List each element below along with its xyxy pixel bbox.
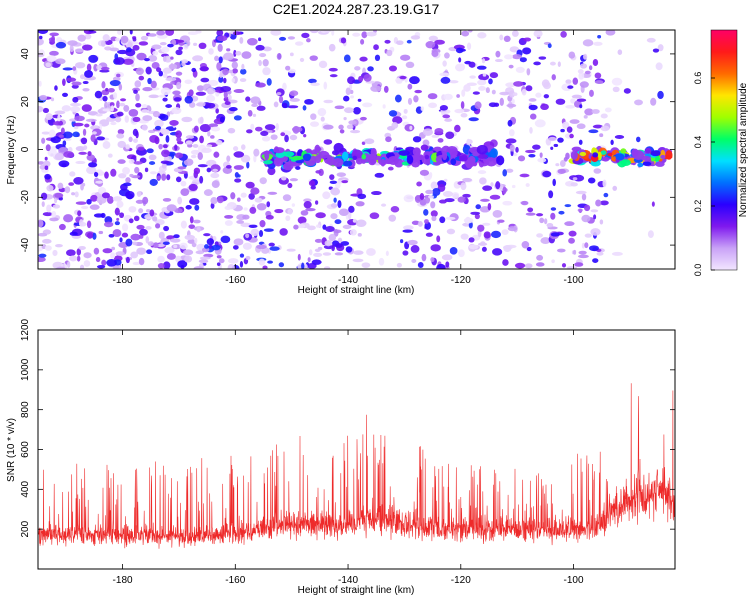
snr-x-tick-label: -100 xyxy=(564,575,584,586)
heatmap-ylabel: Frequency (Hz) xyxy=(6,116,17,185)
snr-x-tick-label: -180 xyxy=(113,575,133,586)
heatmap-x-tick-label: -100 xyxy=(564,275,584,286)
snr-y-tick-label: 600 xyxy=(20,441,31,458)
snr-x-tick-label: -120 xyxy=(451,575,471,586)
heatmap-x-tick-label: -120 xyxy=(451,275,471,286)
snr-series-line xyxy=(38,383,675,549)
snr-y-tick-label: 800 xyxy=(20,401,31,418)
snr-layer xyxy=(38,383,675,549)
colorbar-tick-label: 0.4 xyxy=(693,136,703,149)
snr-ticks: -180 -160 -140 -120 -100 200 400 600 800 1000 1200 xyxy=(20,318,675,586)
snr-y-tick-label: 1200 xyxy=(20,318,31,341)
heatmap-x-tick-label: -180 xyxy=(113,275,133,286)
snr-y-tick-label: 200 xyxy=(20,520,31,537)
heatmap-layer xyxy=(38,30,673,269)
colorbar-tick-label: 0.2 xyxy=(693,200,703,213)
heatmap-x-tick-label: -140 xyxy=(338,275,358,286)
snr-y-tick-label: 400 xyxy=(20,481,31,498)
heatmap-xlabel: Height of straight line (km) xyxy=(298,285,415,296)
colorbar xyxy=(710,29,738,271)
heatmap-y-tick-label: -40 xyxy=(20,237,31,252)
heatmap-y-tick-label: 20 xyxy=(20,96,31,108)
heatmap-y-tick-label: -20 xyxy=(20,190,31,205)
colorbar-tick-label: 0.6 xyxy=(693,72,703,85)
colorbar-tick-label: 0.0 xyxy=(693,264,703,277)
snr-x-tick-label: -140 xyxy=(338,575,358,586)
heatmap-x-tick-label: -160 xyxy=(225,275,245,286)
snr-x-tick-label: -160 xyxy=(225,575,245,586)
heatmap-cells xyxy=(38,30,673,269)
heatmap-y-tick-label: 40 xyxy=(20,48,31,60)
colorbar-ticks: 0.0 0.2 0.4 0.6 xyxy=(693,72,715,277)
snr-xlabel: Height of straight line (km) xyxy=(298,585,415,596)
colorbar-label: Normalized spectral amplitude xyxy=(738,82,749,217)
chart-title: C2E1.2024.287.23.19.G17 xyxy=(273,1,440,17)
snr-ylabel: SNR (10 * v/v) xyxy=(6,418,17,482)
heatmap-ticks: -180 -160 -140 -120 -100 -40 -20 0 20 40 xyxy=(20,30,675,286)
heatmap-y-tick-label: 0 xyxy=(20,146,31,152)
snr-y-tick-label: 1000 xyxy=(20,358,31,381)
